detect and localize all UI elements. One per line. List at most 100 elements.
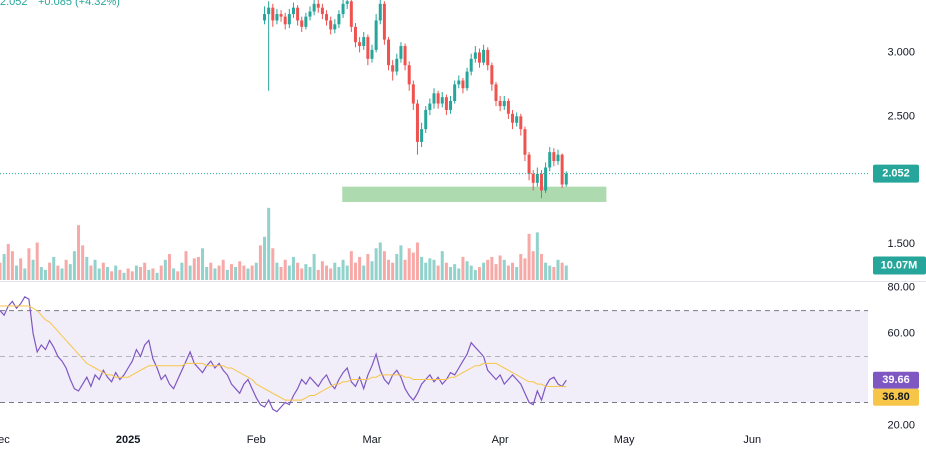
volume-bar bbox=[81, 245, 85, 280]
volume-bar bbox=[209, 262, 213, 280]
candle-body bbox=[407, 65, 411, 85]
candle-body bbox=[428, 103, 432, 110]
candle-body bbox=[325, 14, 329, 21]
volume-bar bbox=[382, 251, 386, 280]
volume-bar bbox=[192, 258, 196, 280]
volume-bar bbox=[494, 264, 498, 280]
volume-bar bbox=[440, 251, 444, 280]
price-label-bg bbox=[873, 164, 919, 183]
candle-body bbox=[544, 167, 548, 191]
volume-bar bbox=[506, 265, 510, 280]
candle-body bbox=[482, 49, 486, 63]
candle-body bbox=[287, 14, 291, 25]
volume-bar bbox=[23, 268, 27, 280]
volume-bar bbox=[424, 262, 428, 280]
rsi-line bbox=[0, 305, 567, 401]
rsi-label: 36.80 bbox=[882, 391, 910, 403]
candle-body bbox=[378, 3, 382, 21]
volume-bar bbox=[399, 245, 403, 280]
volume-bar bbox=[188, 265, 192, 280]
volume-bar bbox=[221, 259, 225, 280]
candle-body bbox=[370, 49, 374, 59]
volume-bar bbox=[548, 265, 552, 280]
volume-bar bbox=[469, 265, 473, 280]
x-tick-label: Mar bbox=[363, 434, 382, 446]
volume-bar bbox=[35, 242, 39, 280]
candle-body bbox=[366, 37, 370, 59]
candle-body bbox=[279, 14, 283, 17]
volume-bar bbox=[130, 271, 134, 280]
volume-bar bbox=[453, 264, 457, 280]
volume-bar bbox=[167, 254, 171, 280]
candle-body bbox=[391, 65, 395, 72]
volume-bar bbox=[271, 248, 275, 280]
volume-bar bbox=[312, 254, 316, 280]
candle-body bbox=[420, 129, 424, 142]
volume-bar bbox=[519, 254, 523, 280]
volume-bar bbox=[320, 261, 324, 280]
candle-body bbox=[477, 52, 481, 63]
volume-bar bbox=[85, 256, 89, 280]
volume-bar bbox=[366, 254, 370, 280]
volume-bar bbox=[515, 267, 519, 280]
volume-bar bbox=[205, 267, 209, 280]
volume-bar bbox=[300, 268, 304, 280]
volume-bar bbox=[77, 225, 81, 280]
volume-bar bbox=[457, 268, 461, 280]
volume-bar bbox=[126, 268, 130, 280]
candle-body bbox=[453, 84, 457, 102]
volume-bar bbox=[465, 261, 469, 280]
volume-bar bbox=[196, 256, 200, 280]
candle-body bbox=[519, 116, 523, 130]
x-tick-label: Dec bbox=[0, 434, 10, 446]
volume-bar bbox=[234, 267, 238, 280]
volume-bar bbox=[93, 259, 97, 280]
volume-bar bbox=[64, 259, 68, 280]
candle-body bbox=[502, 101, 506, 107]
candle-body bbox=[506, 101, 510, 114]
volume-bar bbox=[482, 262, 486, 280]
volume-bar bbox=[544, 262, 548, 280]
volume-bar bbox=[349, 251, 353, 280]
price-label: 2.052 bbox=[882, 168, 910, 180]
volume-bar bbox=[523, 258, 527, 280]
candle-body bbox=[552, 152, 556, 162]
volume-bar bbox=[539, 254, 543, 280]
candle-body bbox=[527, 154, 531, 174]
volume-bar bbox=[217, 265, 221, 280]
candle-body bbox=[432, 93, 436, 104]
volume-bar bbox=[415, 242, 419, 280]
candle-body bbox=[548, 152, 552, 168]
volume-bar bbox=[432, 259, 436, 280]
volume-bar bbox=[498, 255, 502, 280]
rsi-pane bbox=[0, 295, 868, 413]
header-price: 2.052 bbox=[0, 0, 28, 8]
volume-bar bbox=[97, 268, 101, 280]
volume-bar bbox=[486, 259, 490, 280]
volume-bar bbox=[531, 251, 535, 280]
volume-bar bbox=[287, 265, 291, 280]
rsi-tick-label: 80.00 bbox=[887, 282, 915, 294]
candle-body bbox=[399, 46, 403, 59]
volume-bar bbox=[172, 268, 176, 280]
volume-bar bbox=[329, 268, 333, 280]
volume-bar bbox=[159, 265, 163, 280]
volume-bar bbox=[101, 262, 105, 280]
volume-bar bbox=[552, 267, 556, 280]
candle-body bbox=[353, 26, 357, 43]
volume-bar bbox=[151, 268, 155, 280]
candle-body bbox=[415, 103, 419, 142]
x-tick-label: May bbox=[614, 434, 635, 446]
candle-body bbox=[291, 7, 295, 15]
volume-bar bbox=[337, 267, 341, 280]
rsi-line bbox=[0, 295, 567, 413]
candle-body bbox=[395, 58, 399, 72]
volume-bar bbox=[114, 265, 118, 280]
x-tick-label: 2025 bbox=[116, 434, 140, 446]
candle-body bbox=[374, 20, 378, 50]
volume-bar bbox=[316, 269, 320, 280]
rsi-label: 39.66 bbox=[882, 374, 910, 386]
candle-body bbox=[382, 3, 386, 40]
volume-bar bbox=[304, 264, 308, 280]
axes: 2.052 +0.085 (+4.32%) 3.000 2.500 1.500 2.052… bbox=[0, 0, 926, 446]
